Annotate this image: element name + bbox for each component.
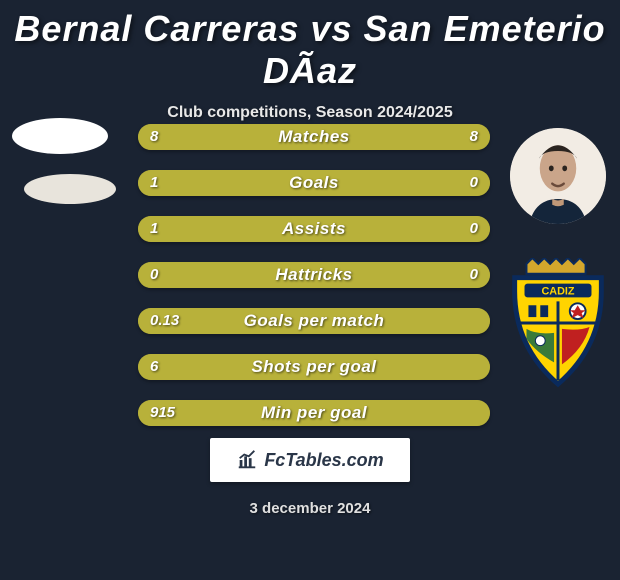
page-title: Bernal Carreras vs San Emeterio DÃ­az [0,0,620,92]
stat-label: Goals per match [138,308,490,334]
stat-row: Goals per match0.13 [138,308,490,334]
player-left-avatar-placeholder-2 [24,174,116,204]
brand-badge: FcTables.com [210,438,410,482]
player-left-avatar-placeholder-1 [12,118,108,154]
stat-row: Goals1 0 [138,170,490,196]
player-right-avatar [510,128,606,224]
stat-row: Min per goal915 [138,400,490,426]
brand-text: FcTables.com [264,450,383,471]
stat-row: Hattricks0 0 [138,262,490,288]
stat-value-left: 1 [150,170,158,196]
stat-value-right: 0 [470,262,478,288]
stat-value-left: 6 [150,354,158,380]
stat-value-left: 0.13 [150,308,179,334]
stat-value-left: 0 [150,262,158,288]
stat-label: Matches [138,124,490,150]
stat-value-right: 0 [470,170,478,196]
stat-row: Matches8 8 [138,124,490,150]
chart-icon [236,449,258,471]
stat-value-left: 915 [150,400,175,426]
stat-label: Min per goal [138,400,490,426]
stat-label: Shots per goal [138,354,490,380]
stats-bars: Matches88Goals10Assists10Hattricks00Goal… [138,124,490,446]
svg-text:CADIZ: CADIZ [541,285,574,297]
stat-row: Shots per goal6 [138,354,490,380]
stat-value-right: 0 [470,216,478,242]
stat-value-right: 8 [470,124,478,150]
club-crest-right: CADIZ [506,258,610,388]
stat-label: Assists [138,216,490,242]
stat-label: Goals [138,170,490,196]
subtitle: Club competitions, Season 2024/2025 [0,104,620,122]
stat-label: Hattricks [138,262,490,288]
stat-row: Assists1 0 [138,216,490,242]
stat-value-left: 8 [150,124,158,150]
date-text: 3 december 2024 [0,500,620,517]
stat-value-left: 1 [150,216,158,242]
